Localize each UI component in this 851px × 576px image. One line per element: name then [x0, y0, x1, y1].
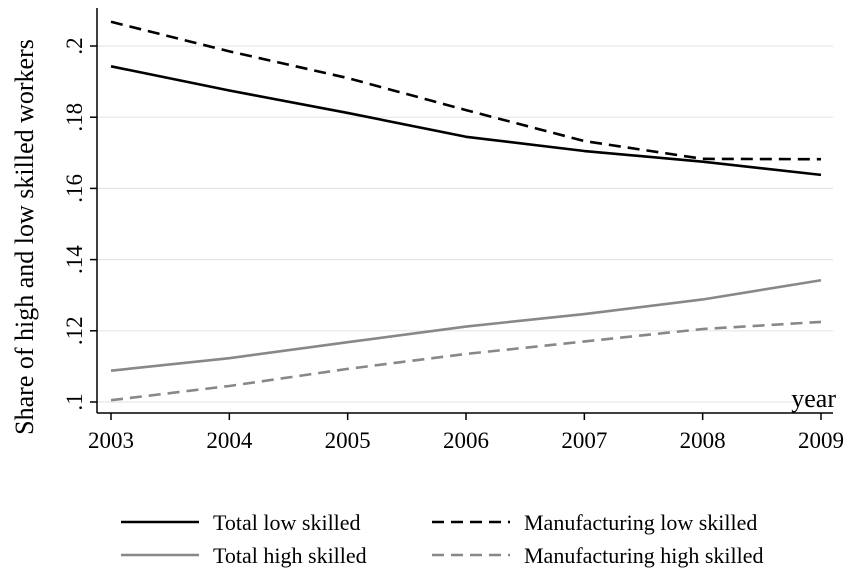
x-axis-title: year: [791, 384, 836, 413]
y-tick-label: .1: [62, 393, 87, 410]
x-ticks: 2003 2004 2005 2006 2007 2008 2009: [88, 413, 844, 453]
x-tick-label: 2008: [680, 428, 726, 453]
legend-label: Total high skilled: [213, 543, 367, 568]
x-tick-label: 2005: [325, 428, 371, 453]
y-ticks: .1 .12 .14 .16 .18 .2: [62, 37, 97, 411]
y-tick-label: .18: [62, 103, 87, 132]
x-tick-label: 2004: [206, 428, 253, 453]
x-tick-label: 2006: [443, 428, 489, 453]
legend-label: Total low skilled: [213, 510, 361, 535]
y-tick-label: .14: [62, 245, 87, 274]
legend: Total low skilled Manufacturing low skill…: [121, 510, 764, 568]
series-layer: [110, 20, 822, 402]
series-line: [110, 278, 822, 372]
series-line: [110, 65, 822, 177]
series-line: [110, 320, 822, 402]
y-tick-label: .12: [62, 316, 87, 345]
x-tick-label: 2009: [798, 428, 844, 453]
legend-label: Manufacturing high skilled: [524, 543, 764, 568]
y-axis-title: Share of high and low skilled workers: [10, 39, 39, 435]
series-line: [110, 20, 822, 161]
grid-layer: [97, 45, 833, 403]
y-tick-label: .2: [62, 37, 87, 54]
axes-layer: [96, 8, 833, 414]
x-tick-label: 2003: [88, 428, 134, 453]
y-tick-label: .16: [62, 174, 87, 203]
x-tick-label: 2007: [561, 428, 607, 453]
legend-label: Manufacturing low skilled: [524, 510, 757, 535]
